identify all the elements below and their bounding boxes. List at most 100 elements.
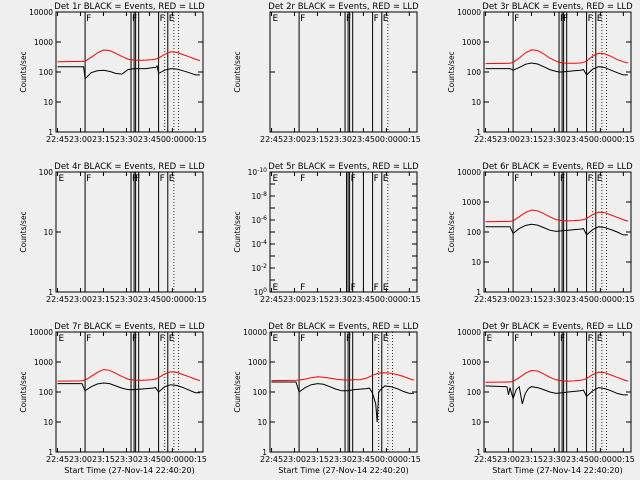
y-tick-label: 10-2 bbox=[251, 263, 267, 273]
x-tick-label: 00:15 bbox=[398, 455, 421, 464]
flag-label: F bbox=[374, 174, 379, 184]
y-tick-label: 1000 bbox=[34, 38, 53, 47]
panel-title: Det 4r BLACK = Events, RED = LLD bbox=[54, 162, 205, 172]
x-tick-label: 23:30 bbox=[543, 135, 566, 144]
y-tick-label: 1000 bbox=[34, 358, 53, 367]
x-axis-label: Start Time (27-Nov-14 22:40:20) bbox=[492, 466, 622, 475]
y-tick-label: 10 bbox=[471, 98, 481, 107]
flag-label: F bbox=[588, 14, 593, 24]
y-tick-label: 1 bbox=[476, 128, 481, 137]
x-tick-label: 23:00 bbox=[283, 295, 306, 304]
y-tick-label: 10000 bbox=[457, 328, 481, 337]
flag-label: E bbox=[487, 334, 493, 344]
panel-frame bbox=[55, 331, 204, 453]
panel-frame bbox=[483, 331, 632, 453]
y-tick-label: 10 bbox=[257, 418, 267, 427]
flag-label: F bbox=[86, 14, 91, 24]
series-lld-line bbox=[271, 372, 415, 382]
x-tick-label: 23:30 bbox=[115, 295, 138, 304]
y-axis-label: Counts/sec bbox=[19, 51, 28, 92]
x-tick-label: 23:00 bbox=[69, 455, 92, 464]
flag-label: F bbox=[514, 14, 519, 24]
x-tick-label: 23:45 bbox=[138, 295, 161, 304]
flag-label: F bbox=[374, 283, 379, 293]
y-tick-label: 1 bbox=[476, 448, 481, 457]
flag-label: F bbox=[560, 334, 565, 344]
x-tick-label: 00:00 bbox=[375, 135, 398, 144]
flag-label: F bbox=[560, 174, 565, 184]
y-tick-label: 100 bbox=[253, 388, 268, 397]
x-axis-label: Start Time (27-Nov-14 22:40:20) bbox=[64, 466, 194, 475]
x-tick-label: 00:00 bbox=[161, 135, 184, 144]
flag-label: F bbox=[160, 174, 165, 184]
flag-label: E bbox=[169, 14, 175, 24]
panel-title: Det 8r BLACK = Events, RED = LLD bbox=[268, 322, 419, 332]
series-lld-line bbox=[485, 369, 629, 383]
panel-title: Det 3r BLACK = Events, RED = LLD bbox=[482, 2, 633, 12]
x-tick-label: 22:45 bbox=[260, 455, 283, 464]
x-tick-label: 00:15 bbox=[612, 295, 635, 304]
flag-label: F bbox=[86, 334, 91, 344]
panel-title: Det 6r BLACK = Events, RED = LLD bbox=[482, 162, 633, 172]
y-tick-label: 10-6 bbox=[251, 215, 267, 225]
x-tick-label: 23:45 bbox=[566, 135, 589, 144]
flag-label: E bbox=[383, 334, 389, 344]
panel-frame bbox=[269, 331, 418, 453]
panel-frame bbox=[55, 11, 204, 133]
x-tick-label: 23:00 bbox=[497, 135, 520, 144]
series-lld-line bbox=[57, 369, 201, 382]
y-tick-label: 10000 bbox=[243, 328, 267, 337]
panel-title: Det 7r BLACK = Events, RED = LLD bbox=[54, 322, 205, 332]
y-tick-label: 10 bbox=[471, 418, 481, 427]
flag-label: E bbox=[169, 174, 175, 184]
x-tick-label: 00:00 bbox=[375, 295, 398, 304]
x-tick-label: 23:30 bbox=[115, 455, 138, 464]
flag-label: F bbox=[86, 174, 91, 184]
x-tick-label: 23:30 bbox=[543, 455, 566, 464]
flag-label: E bbox=[383, 174, 389, 184]
y-axis-label: Counts/sec bbox=[19, 211, 28, 252]
x-tick-label: 00:15 bbox=[398, 295, 421, 304]
x-tick-label: 00:00 bbox=[161, 455, 184, 464]
x-tick-label: 22:45 bbox=[260, 295, 283, 304]
flag-label: F bbox=[514, 174, 519, 184]
panel-title: Det 1r BLACK = Events, RED = LLD bbox=[54, 2, 205, 12]
flag-label: E bbox=[169, 334, 175, 344]
y-tick-label: 1 bbox=[48, 448, 53, 457]
y-axis-label: Counts/sec bbox=[447, 51, 456, 92]
plot-area: E F F F EE F F F E bbox=[273, 172, 389, 293]
flag-label: F bbox=[374, 14, 379, 24]
y-axis-label: Counts/sec bbox=[447, 371, 456, 412]
y-tick-label: 10000 bbox=[29, 8, 53, 17]
x-tick-label: 23:30 bbox=[329, 455, 352, 464]
flag-label: E bbox=[597, 334, 603, 344]
y-tick-label: 100 bbox=[467, 228, 482, 237]
flag-label: F bbox=[351, 283, 356, 293]
x-tick-label: 22:45 bbox=[474, 135, 497, 144]
series-events-line bbox=[485, 62, 628, 76]
flag-label: F bbox=[346, 334, 351, 344]
flag-label: F bbox=[132, 14, 137, 24]
y-tick-label: 10 bbox=[43, 228, 53, 237]
x-tick-label: 23:45 bbox=[352, 295, 375, 304]
x-tick-label: 00:15 bbox=[184, 135, 207, 144]
y-tick-label: 1 bbox=[262, 448, 267, 457]
series-events-line bbox=[485, 385, 628, 405]
x-tick-label: 22:45 bbox=[46, 295, 69, 304]
y-tick-label: 10000 bbox=[457, 168, 481, 177]
y-tick-label: 1000 bbox=[462, 38, 481, 47]
series-lld-line bbox=[485, 49, 629, 65]
flag-label: E bbox=[273, 14, 279, 24]
x-tick-label: 23:45 bbox=[352, 135, 375, 144]
x-tick-label: 23:15 bbox=[306, 455, 329, 464]
flag-label: E bbox=[383, 14, 389, 24]
x-tick-label: 00:00 bbox=[589, 295, 612, 304]
series-lld-line bbox=[485, 209, 629, 223]
x-tick-label: 00:00 bbox=[589, 455, 612, 464]
